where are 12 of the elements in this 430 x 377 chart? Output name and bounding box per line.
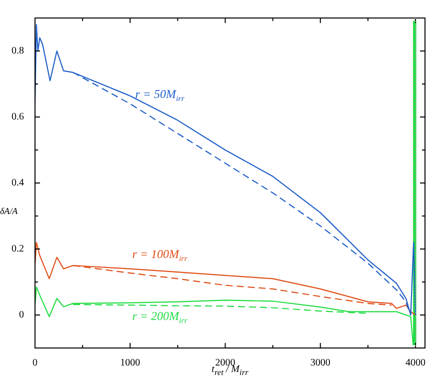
y-tick-label: 0.6 [12, 112, 24, 123]
x-tick-label: 0 [32, 358, 38, 369]
line-series [72, 304, 368, 314]
line-series [72, 264, 392, 306]
y-axis-title: δA/A [0, 206, 18, 216]
x-tick-label: 1000 [120, 358, 140, 369]
x-tick-label: 4000 [405, 358, 426, 369]
y-tick-label: 0.4 [12, 178, 24, 189]
x-tick-label: 3000 [310, 358, 330, 369]
y-tick-label: 0 [19, 310, 24, 321]
y-tick-label: 0.8 [12, 46, 24, 57]
y-tick-label: 0.2 [12, 244, 24, 255]
